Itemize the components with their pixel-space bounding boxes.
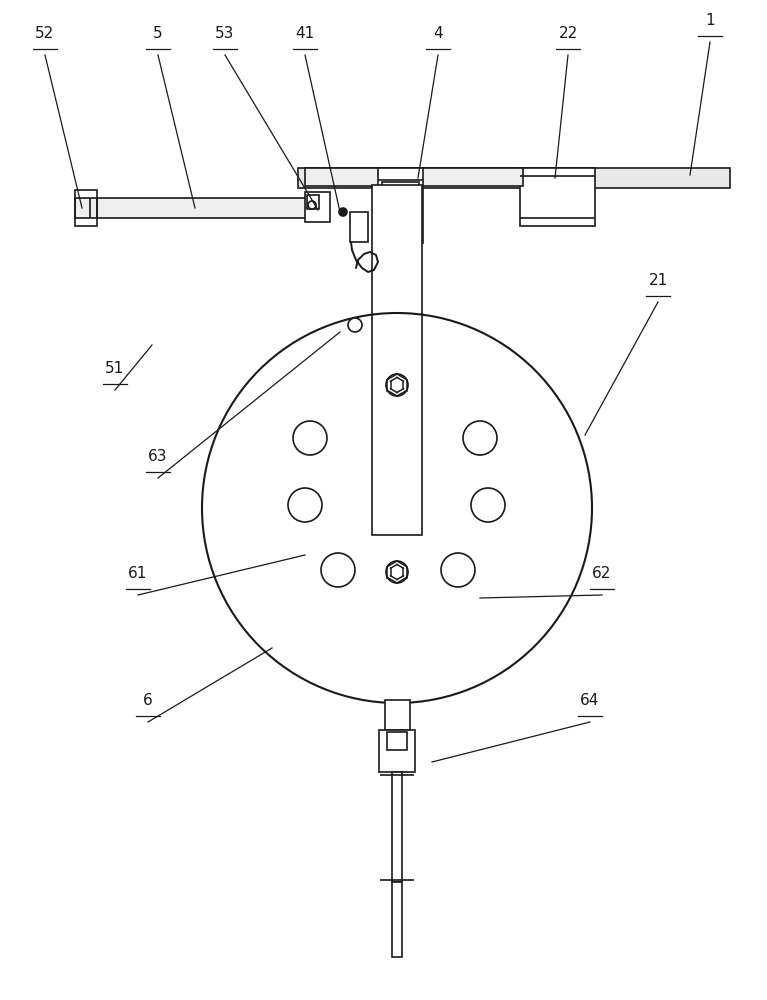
Text: 63: 63: [148, 449, 168, 464]
Text: 51: 51: [105, 361, 124, 376]
Text: 61: 61: [128, 566, 148, 581]
Text: 41: 41: [295, 26, 314, 41]
Circle shape: [386, 561, 408, 583]
Text: 22: 22: [558, 26, 578, 41]
Text: 53: 53: [216, 26, 235, 41]
Bar: [385, 700, 410, 730]
Bar: [350, 212, 368, 242]
Text: 6: 6: [143, 693, 153, 708]
Text: 4: 4: [433, 26, 443, 41]
Text: 64: 64: [581, 693, 600, 708]
Bar: [305, 192, 330, 222]
Circle shape: [308, 201, 316, 209]
Bar: [382, 182, 419, 192]
Text: 5: 5: [153, 26, 163, 41]
Bar: [372, 185, 422, 535]
Bar: [520, 168, 595, 226]
Text: 52: 52: [35, 26, 54, 41]
Text: 62: 62: [592, 566, 612, 581]
Bar: [379, 730, 415, 772]
Bar: [75, 190, 97, 226]
Bar: [387, 732, 407, 750]
Text: 21: 21: [648, 273, 667, 288]
Text: 1: 1: [705, 13, 715, 28]
Circle shape: [348, 318, 362, 332]
Bar: [75, 198, 310, 218]
Bar: [378, 168, 423, 243]
Circle shape: [339, 208, 347, 216]
Bar: [392, 772, 402, 882]
Bar: [307, 195, 319, 209]
Bar: [298, 168, 730, 188]
Circle shape: [386, 374, 408, 396]
Bar: [392, 882, 402, 957]
Bar: [305, 168, 523, 186]
